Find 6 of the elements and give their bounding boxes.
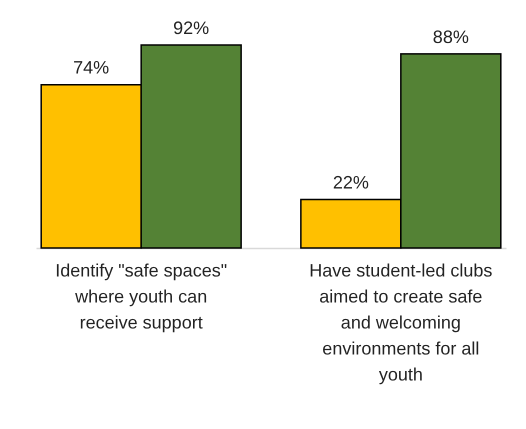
x-tick-label: Have student-led clubs aimed to create safe and welcoming environments for all youth — [309, 260, 492, 384]
data-label: 92% — [173, 18, 210, 38]
data-label: 88% — [432, 26, 469, 47]
data-label: 74% — [73, 58, 110, 78]
x-tick-label: Identify "safe spaces" where youth can receive support — [55, 260, 228, 332]
data-label: 22% — [332, 172, 369, 192]
